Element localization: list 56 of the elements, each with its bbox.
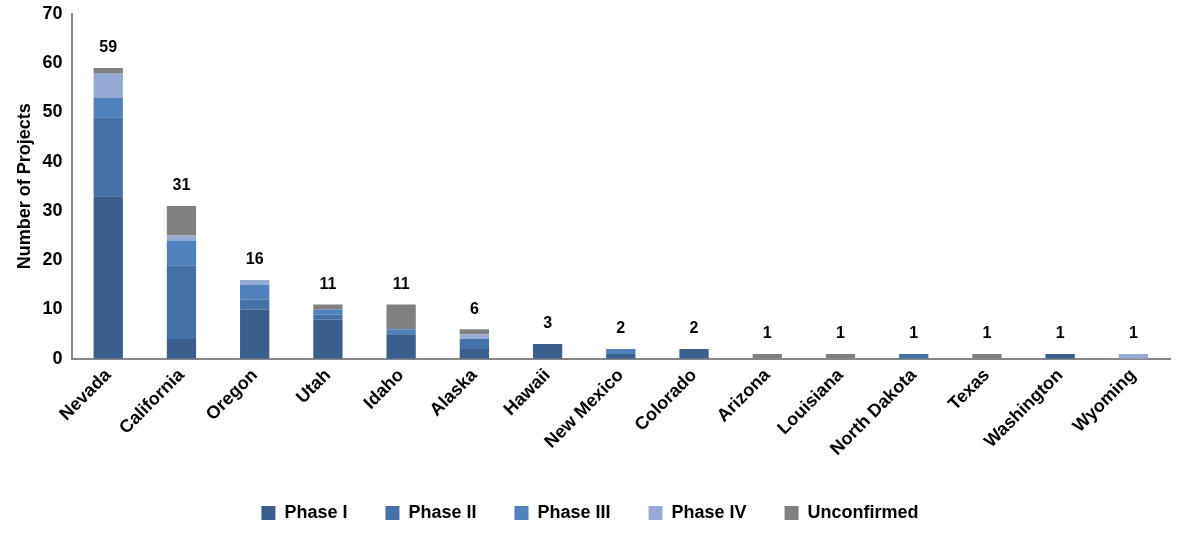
- bar: [313, 304, 343, 310]
- total-label: 1: [982, 324, 992, 342]
- y-tick-label: 70: [42, 2, 63, 23]
- y-tick-label: 40: [42, 150, 63, 171]
- y-tick-label: 20: [42, 249, 63, 270]
- bar: [532, 344, 563, 359]
- bar: [240, 284, 270, 300]
- bar: [386, 329, 416, 335]
- total-label: 3: [543, 314, 553, 332]
- total-label: 11: [319, 275, 337, 293]
- total-label: 2: [689, 319, 699, 337]
- bar: [93, 68, 123, 73]
- y-tick-label: 60: [42, 52, 63, 73]
- total-label: 31: [172, 176, 191, 194]
- total-label: 1: [1055, 324, 1065, 342]
- bar: [459, 339, 490, 349]
- bar: [240, 299, 270, 310]
- bar: [386, 304, 416, 330]
- bar: [166, 206, 197, 236]
- bar: [166, 339, 197, 359]
- y-tick-label: 50: [42, 101, 63, 122]
- total-label: 11: [392, 275, 410, 293]
- total-label: 2: [616, 319, 626, 337]
- bar: [606, 348, 636, 354]
- bar: [386, 334, 416, 359]
- bar: [240, 279, 270, 285]
- total-label: 59: [99, 38, 118, 56]
- legend-label: Unconfirmed: [807, 501, 919, 522]
- total-label: 16: [245, 250, 264, 268]
- y-axis-title: Number of Projects: [13, 103, 34, 270]
- bar: [313, 314, 343, 320]
- y-tick-label: 30: [42, 199, 63, 220]
- bar: [166, 240, 197, 266]
- total-label: 1: [836, 324, 846, 342]
- bar: [93, 72, 123, 98]
- bar: [93, 196, 123, 359]
- total-label: 1: [762, 324, 772, 342]
- legend-label: Phase II: [408, 501, 477, 522]
- bar: [240, 309, 270, 359]
- bar: [93, 117, 123, 197]
- legend-label: Phase IV: [671, 501, 747, 522]
- bar: [459, 329, 490, 335]
- legend-label: Phase I: [284, 501, 348, 522]
- bar: [313, 319, 343, 359]
- bar: [166, 235, 197, 241]
- bar: [166, 265, 197, 340]
- bar: [459, 334, 490, 340]
- y-tick-label: 0: [52, 347, 63, 368]
- total-label: 1: [1128, 324, 1138, 342]
- total-label: 6: [469, 299, 479, 317]
- legend-label: Phase III: [537, 501, 611, 522]
- total-label: 1: [909, 324, 919, 342]
- bar: [679, 348, 709, 359]
- bar: [93, 97, 123, 118]
- y-tick-label: 10: [42, 298, 63, 319]
- bar: [459, 348, 490, 359]
